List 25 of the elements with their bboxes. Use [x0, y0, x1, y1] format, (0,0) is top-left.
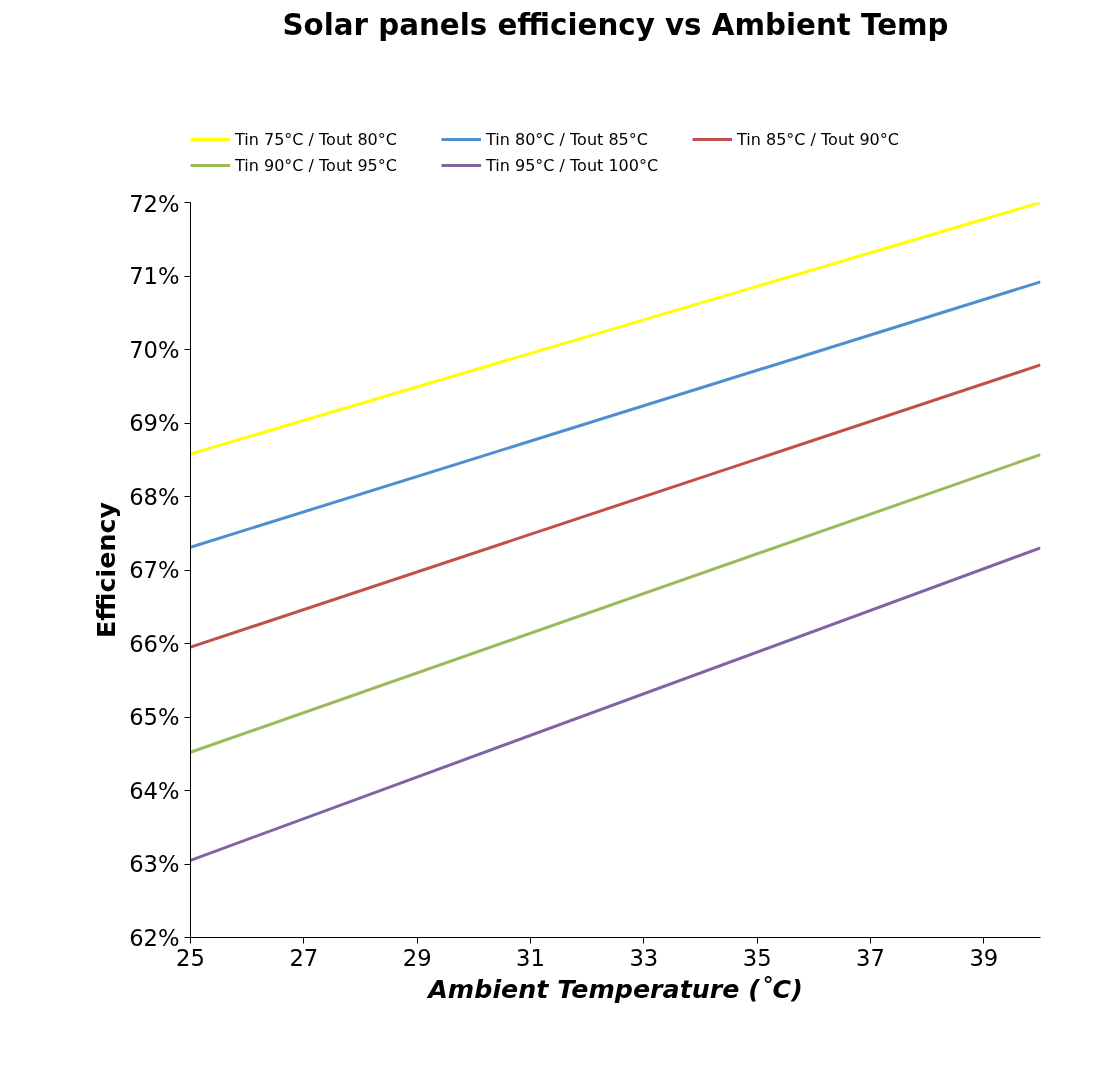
y-tick-label: 63% [129, 851, 180, 877]
x-tick-label: 33 [629, 944, 659, 971]
legend-label: Tin 75°C / Tout 80°C [235, 129, 398, 149]
x-tick-label: 27 [289, 944, 319, 971]
legend-label: Tin 80°C / Tout 85°C [486, 129, 649, 149]
legend-label: Tin 90°C / Tout 95°C [235, 155, 398, 175]
chart-title: Solar panels efficiency vs Ambient Temp [282, 7, 949, 42]
y-tick-label: 67% [129, 557, 180, 583]
x-axis-title: Ambient Temperature (˚C) [426, 973, 803, 1004]
y-tick-label: 66% [129, 630, 180, 657]
legend-label: Tin 85°C / Tout 90°C [737, 129, 900, 149]
x-tick-label: 37 [856, 944, 885, 971]
x-tick-label: 31 [516, 944, 545, 971]
legend-label: Tin 95°C / Tout 100°C [486, 155, 660, 175]
y-tick-label: 69% [129, 410, 180, 436]
x-tick-label: 29 [402, 944, 432, 971]
x-tick-label: 35 [742, 944, 772, 971]
x-tick-label: 39 [969, 944, 999, 971]
y-tick-label: 68% [129, 483, 180, 510]
y-axis-title: Efficiency [91, 501, 122, 638]
y-tick-label: 71% [129, 263, 180, 289]
y-tick-label: 72% [129, 190, 180, 217]
y-tick-label: 70% [129, 336, 180, 363]
y-tick-label: 65% [129, 704, 180, 730]
y-tick-label: 64% [129, 777, 180, 804]
